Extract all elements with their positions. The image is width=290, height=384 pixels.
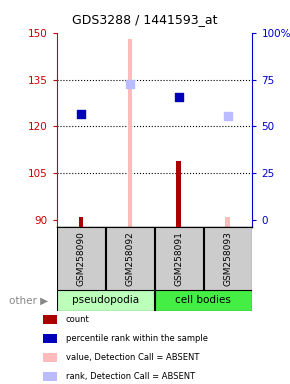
Text: percentile rank within the sample: percentile rank within the sample [66, 334, 208, 343]
Bar [155, 227, 203, 290]
Bar [44, 372, 57, 381]
Point [177, 94, 181, 100]
Text: value, Detection Call = ABSENT: value, Detection Call = ABSENT [66, 353, 199, 362]
Point [79, 111, 83, 117]
Bar [44, 353, 57, 362]
Text: GSM258091: GSM258091 [174, 231, 183, 286]
Bar [155, 290, 252, 311]
Text: GSM258093: GSM258093 [223, 231, 232, 286]
Bar [44, 315, 57, 324]
Text: GSM258090: GSM258090 [77, 231, 86, 286]
Text: other ▶: other ▶ [9, 295, 48, 306]
Bar [106, 227, 154, 290]
Text: count: count [66, 315, 90, 324]
Bar [44, 334, 57, 343]
Bar [57, 227, 105, 290]
Bar [204, 227, 252, 290]
Point [226, 113, 230, 119]
Bar [128, 39, 133, 227]
Bar [57, 290, 154, 311]
Bar [225, 217, 230, 227]
Text: cell bodies: cell bodies [175, 295, 231, 306]
Bar [176, 161, 181, 227]
Text: pseudopodia: pseudopodia [72, 295, 139, 306]
Text: GSM258092: GSM258092 [126, 231, 135, 286]
Text: rank, Detection Call = ABSENT: rank, Detection Call = ABSENT [66, 372, 195, 381]
Point [128, 81, 132, 87]
Text: GDS3288 / 1441593_at: GDS3288 / 1441593_at [72, 13, 218, 26]
Bar [79, 217, 84, 227]
